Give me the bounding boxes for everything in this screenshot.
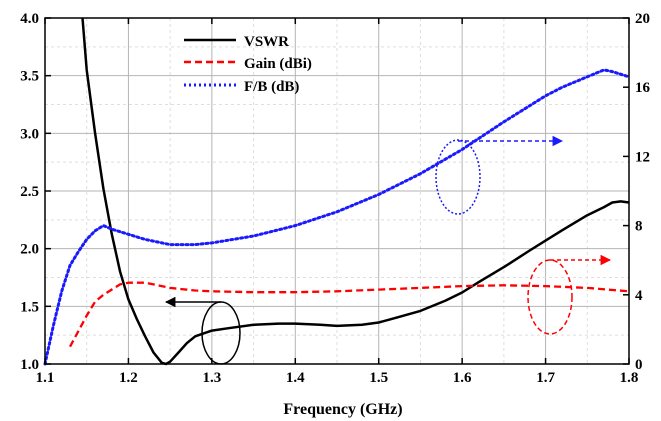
series-group: [43, 17, 631, 366]
y-right-tick-label: 16: [635, 80, 651, 96]
y-left-tick-label: 2.5: [20, 184, 39, 200]
y-left-tick-label: 4.0: [20, 11, 39, 27]
x-tick-label: 1.6: [453, 370, 472, 386]
y-right-tick-label: 20: [635, 11, 650, 27]
legend-label-fb: F/B (dB): [244, 79, 299, 95]
y-left-tick-label: 1.5: [20, 299, 39, 315]
legend-label-vswr: VSWR: [244, 34, 289, 50]
x-axis-title: Frequency (GHz): [283, 401, 402, 418]
annotations: [164, 135, 612, 365]
x-axis-ticks: 1.1 1.2 1.3 1.4 1.5 1.6 1.7 1.8: [36, 18, 639, 386]
legend-label-gain: Gain (dBi): [244, 56, 312, 72]
y-left-tick-label: 3.5: [20, 69, 39, 85]
y-right-tick-label: 12: [635, 149, 650, 165]
x-tick-label: 1.7: [536, 370, 555, 386]
legend: VSWR Gain (dBi) F/B (dB): [184, 34, 312, 95]
series-line-f-b-db: [43, 68, 631, 366]
y-left-tick-label: 2.0: [20, 242, 39, 258]
y-right-tick-label: 8: [635, 219, 643, 235]
y-right-axis-ticks: 0 4 8 12 16 20: [623, 11, 651, 373]
series-line-vswr: [81, 17, 630, 366]
x-tick-label: 1.2: [119, 370, 138, 386]
x-tick-label: 1.4: [286, 370, 305, 386]
y-left-tick-label: 1.0: [20, 357, 39, 373]
gain-callout-ellipse: [527, 259, 573, 335]
y-left-tick-label: 3.0: [20, 126, 39, 142]
series-line-gain-dbi: [68, 281, 630, 348]
y-left-axis-ticks: 1.0 1.5 2.0 2.5 3.0 3.5 4.0: [20, 11, 51, 373]
x-tick-label: 1.3: [202, 370, 221, 386]
x-tick-label: 1.5: [369, 370, 388, 386]
y-right-tick-label: 4: [635, 288, 643, 304]
x-tick-label: 1.8: [620, 370, 639, 386]
y-right-tick-label: 0: [635, 357, 643, 373]
fb-callout-ellipse: [435, 139, 481, 215]
x-tick-label: 1.1: [36, 370, 55, 386]
